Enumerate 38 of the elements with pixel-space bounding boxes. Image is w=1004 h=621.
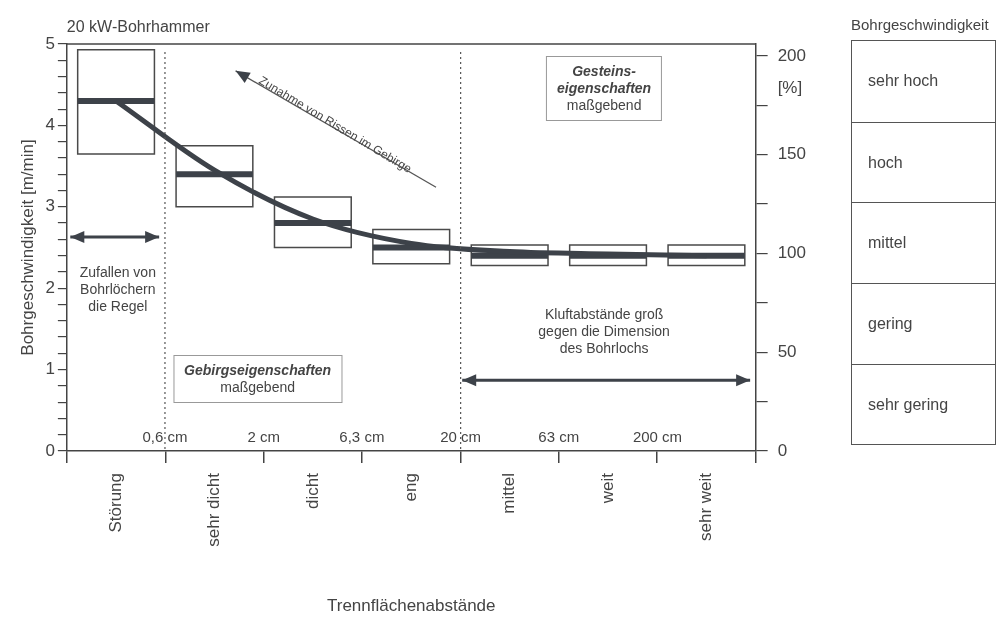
x-tick-label: mittel <box>499 473 519 514</box>
x2-tick-label: 2 cm <box>247 427 280 445</box>
x-axis-title: Trennflächenabstände <box>326 596 496 615</box>
y-tick-label: 5 <box>45 33 55 53</box>
y2-tick-label: 0 <box>777 440 788 460</box>
x-tick-label: weit <box>597 472 617 505</box>
y-tick-label: 0 <box>45 440 55 460</box>
y2-tick-label: 200 <box>777 45 807 65</box>
text: hoch <box>852 121 995 203</box>
text: gering <box>852 283 995 364</box>
y2-axis-title: [%] <box>777 77 803 97</box>
annotation: Kluftabstände groß gegen die Dimension des Bohrlochs <box>538 305 670 357</box>
x2-tick-label: 0,6 cm <box>142 427 188 445</box>
y-tick-label: 4 <box>45 115 55 135</box>
y2-tick-label: 50 <box>777 341 797 361</box>
chart-title: 20 kW-Bohrhammer <box>66 18 211 35</box>
text: mittel <box>852 202 995 284</box>
x-tick-label: sehr dicht <box>204 472 224 547</box>
x2-tick-label: 20 cm <box>440 427 482 445</box>
annotation: Gebirgseigenschaften maßgebend <box>184 362 332 397</box>
y-axis-title: Bohrgeschwindigkeit [m/min] <box>17 139 37 356</box>
x2-tick-label: 63 cm <box>538 427 580 445</box>
text: sehr gering <box>852 363 995 445</box>
x-tick-label: dicht <box>302 472 322 509</box>
x2-tick-label: 200 cm <box>632 427 683 445</box>
annotation: Zufallen von Bohrlöchern die Regel <box>79 263 156 315</box>
y-tick-label: 2 <box>45 277 55 297</box>
text: sehr hoch <box>867 71 940 92</box>
x-tick-label: Störung <box>105 473 125 533</box>
y-tick-label: 3 <box>45 196 55 216</box>
x-tick-label: eng <box>400 473 420 502</box>
x2-tick-label: 6,3 cm <box>339 427 385 445</box>
y2-tick-label: 150 <box>777 144 807 164</box>
x-tick-label: sehr weit <box>696 472 716 542</box>
annotation: Gesteins- eigenschaften maßgebend <box>557 63 652 115</box>
y-tick-label: 1 <box>45 359 55 379</box>
y2-tick-label: 100 <box>777 243 807 263</box>
text: Bohrgeschwindigkeit <box>851 16 989 33</box>
